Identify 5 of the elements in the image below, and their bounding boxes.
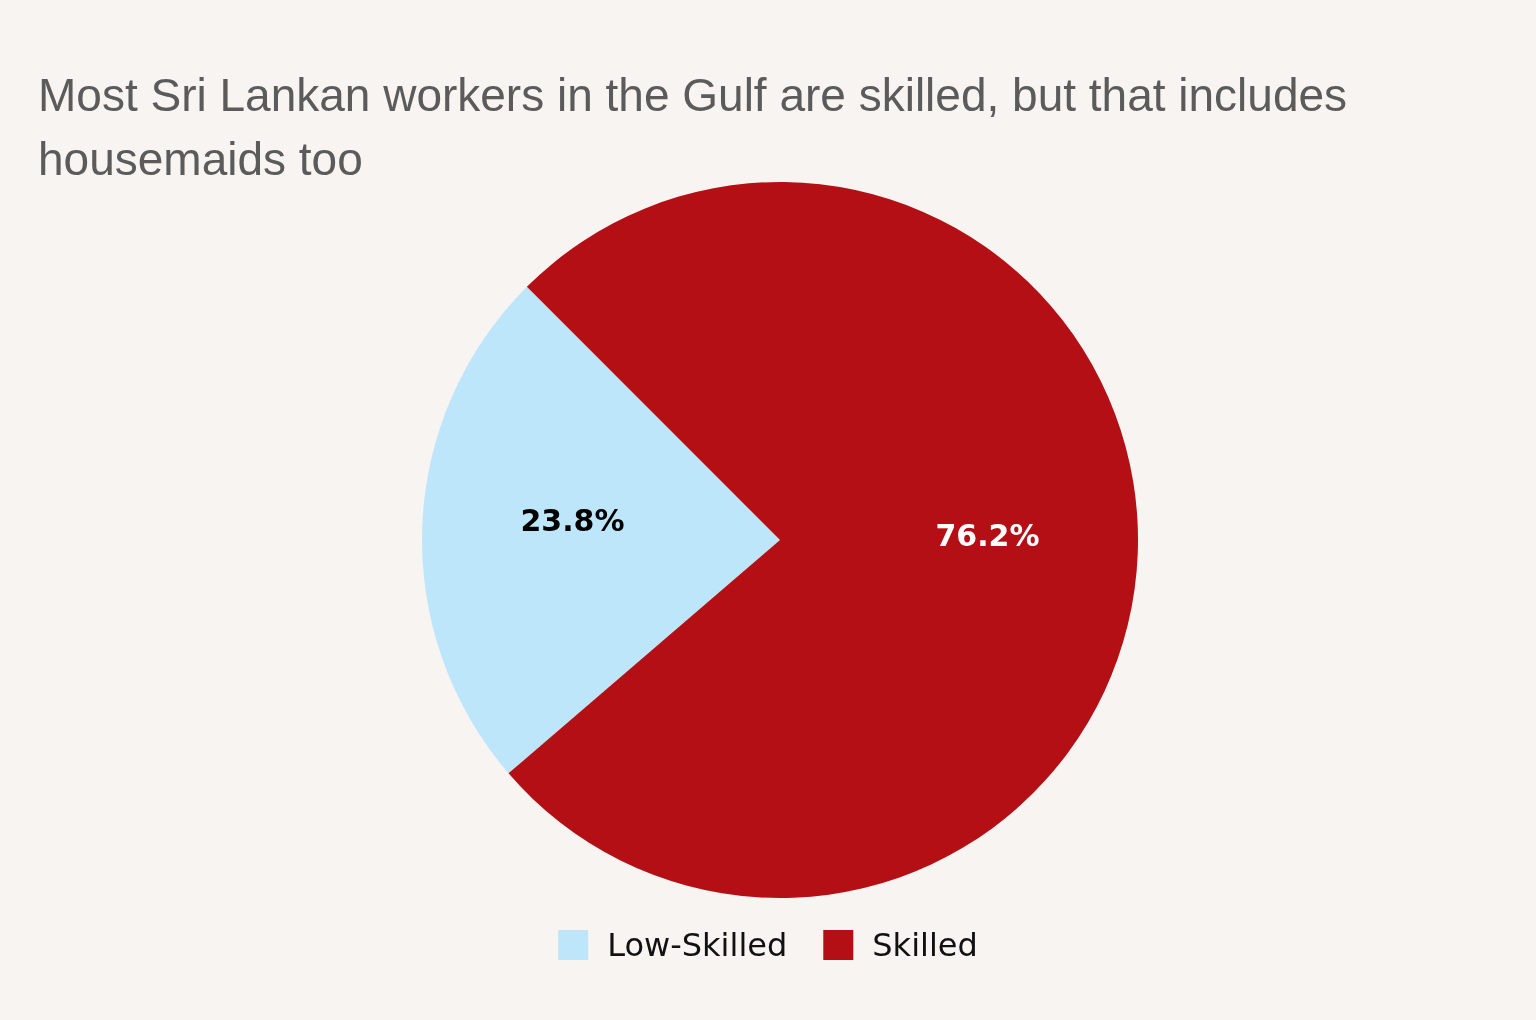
data-label: 76.2% — [935, 518, 1040, 554]
legend-label: Low-Skilled — [607, 926, 788, 964]
legend-label: Skilled — [872, 926, 978, 964]
chart-title: Most Sri Lankan workers in the Gulf are skilled, but that includes housemaids too — [38, 69, 1360, 185]
data-label: 23.8% — [520, 502, 625, 538]
